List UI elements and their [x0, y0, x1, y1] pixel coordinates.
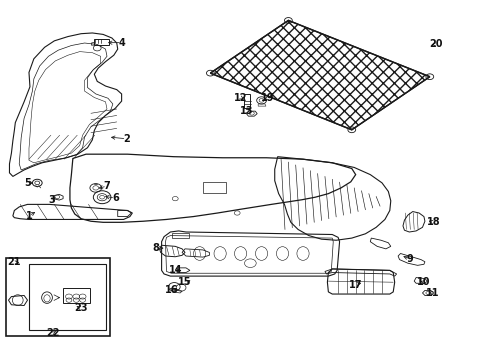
- Bar: [94, 39, 109, 45]
- Text: 11: 11: [425, 288, 439, 298]
- Text: 3: 3: [48, 195, 55, 205]
- Text: 23: 23: [74, 303, 88, 313]
- Text: 2: 2: [123, 134, 130, 144]
- Text: 13: 13: [239, 106, 253, 116]
- Bar: [244, 94, 250, 108]
- Text: 4: 4: [118, 38, 125, 48]
- Text: 15: 15: [178, 277, 191, 287]
- Text: 17: 17: [348, 280, 362, 290]
- Polygon shape: [210, 21, 429, 130]
- Text: 1: 1: [25, 211, 32, 221]
- Text: 9: 9: [406, 254, 413, 264]
- Text: 14: 14: [168, 265, 182, 275]
- Text: 22: 22: [46, 328, 60, 338]
- Text: 6: 6: [112, 193, 119, 203]
- Text: 8: 8: [152, 243, 159, 253]
- Text: 20: 20: [428, 40, 442, 49]
- Text: 12: 12: [233, 93, 247, 103]
- Text: 18: 18: [426, 217, 440, 227]
- Bar: [203, 182, 226, 193]
- Text: 5: 5: [24, 177, 31, 188]
- Text: 7: 7: [103, 181, 110, 191]
- Text: 10: 10: [416, 277, 430, 287]
- Text: 21: 21: [8, 257, 21, 267]
- Bar: [172, 233, 189, 238]
- Bar: [63, 288, 90, 303]
- Bar: [29, 264, 106, 330]
- Text: 19: 19: [261, 93, 274, 103]
- Text: 16: 16: [164, 285, 178, 296]
- Bar: [5, 258, 110, 336]
